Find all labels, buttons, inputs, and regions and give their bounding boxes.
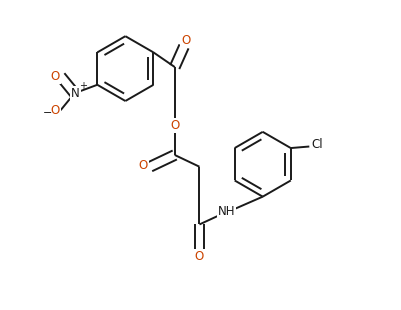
Text: Cl: Cl [310,139,322,152]
Text: O: O [180,34,190,47]
Text: O: O [138,159,148,172]
Text: O: O [170,119,179,132]
Text: −: − [43,108,52,118]
Text: +: + [79,81,87,91]
Text: O: O [50,104,59,117]
Text: NH: NH [217,205,235,218]
Text: O: O [50,70,59,83]
Text: N: N [71,87,79,100]
Text: O: O [194,250,204,263]
